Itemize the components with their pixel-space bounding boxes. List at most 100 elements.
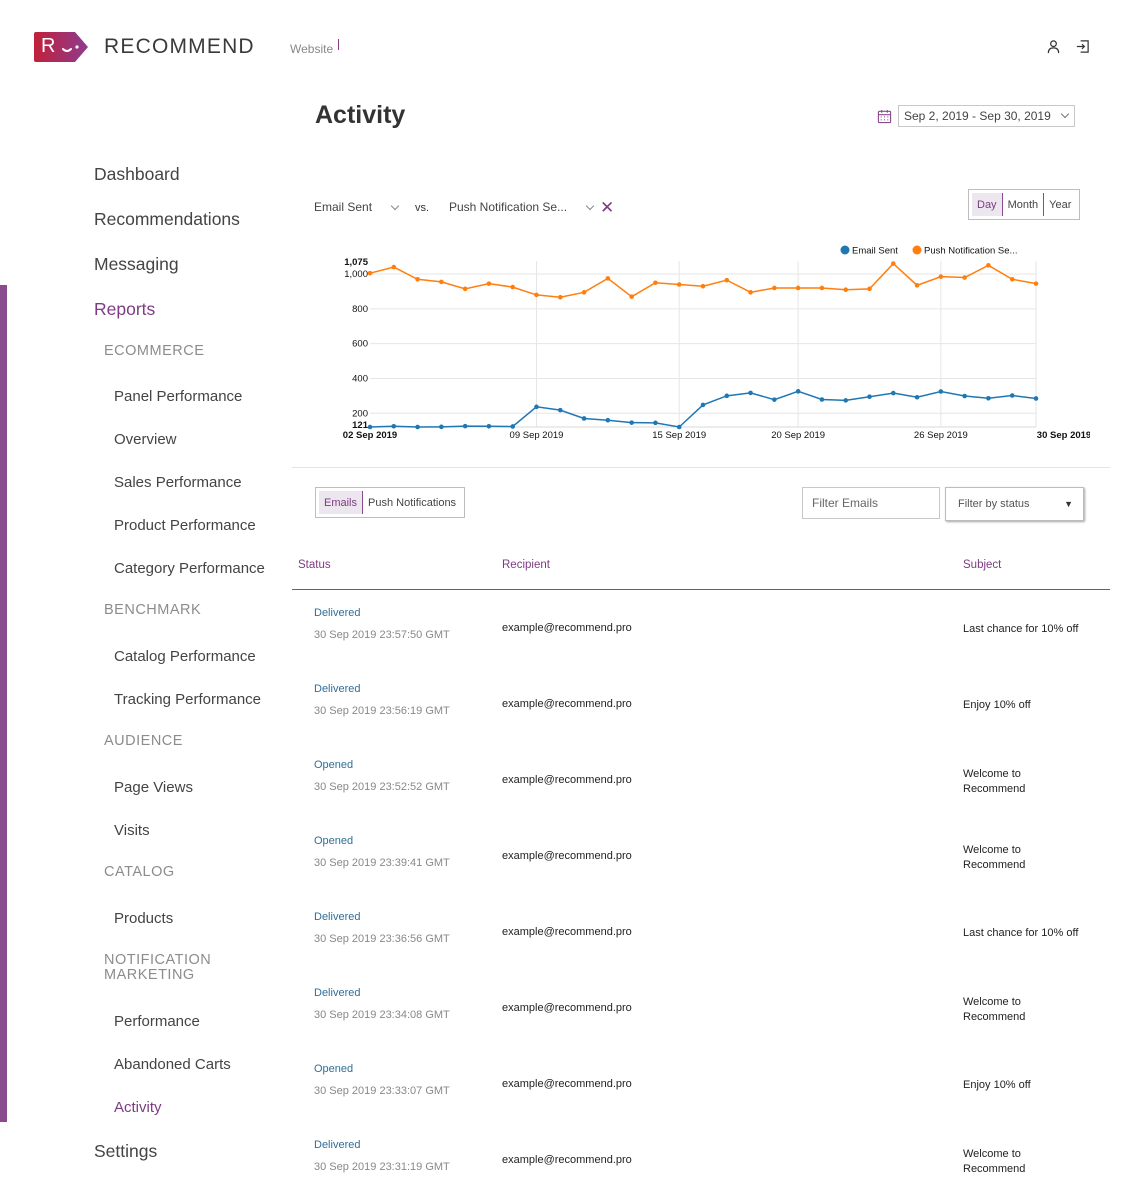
data-point — [486, 281, 492, 286]
table-row[interactable]: Delivered 30 Sep 2019 23:31:19 GMT examp… — [292, 1139, 1110, 1200]
nav-item-page-views[interactable]: Page Views — [114, 779, 193, 796]
row-recipient: example@recommend.pro — [502, 622, 632, 634]
nav-item-category-performance[interactable]: Category Performance — [114, 560, 265, 577]
nav-dashboard[interactable]: Dashboard — [94, 164, 180, 184]
data-point — [938, 389, 944, 394]
data-point — [795, 285, 801, 291]
nav-item-catalog-performance[interactable]: Catalog Performance — [114, 648, 256, 665]
series-line — [369, 390, 1037, 428]
nav-item-performance[interactable]: Performance — [114, 1013, 200, 1030]
nav-reports[interactable]: Reports — [94, 299, 156, 319]
data-point — [1009, 276, 1015, 282]
row-status: Delivered — [314, 911, 361, 923]
table-row[interactable]: Delivered 30 Sep 2019 23:34:08 GMT examp… — [292, 987, 1110, 1063]
row-timestamp: 30 Sep 2019 23:57:50 GMT — [314, 629, 450, 641]
secondary-metric-select[interactable]: Push Notification Se... — [449, 200, 595, 214]
site-caret — [338, 39, 339, 50]
nav-section-benchmark: BENCHMARK — [104, 602, 202, 618]
data-point — [962, 275, 967, 280]
data-point — [676, 424, 682, 430]
status-filter-select[interactable]: Filter by status ▼ — [945, 487, 1084, 521]
data-point — [653, 420, 658, 426]
table-row[interactable]: Delivered 30 Sep 2019 23:36:56 GMT examp… — [292, 911, 1110, 987]
user-icon[interactable] — [1046, 39, 1061, 54]
data-point — [534, 404, 539, 410]
data-point — [486, 424, 492, 429]
tab-emails[interactable]: Emails — [319, 491, 364, 514]
data-point — [962, 393, 967, 399]
data-point — [748, 390, 753, 396]
nav-recommendations[interactable]: Recommendations — [94, 209, 240, 229]
row-timestamp: 30 Sep 2019 23:36:56 GMT — [314, 933, 450, 945]
table-row[interactable]: Delivered 30 Sep 2019 23:57:50 GMT examp… — [292, 607, 1110, 683]
period-year-button[interactable]: Year — [1049, 199, 1072, 211]
site-selector[interactable]: Website — [290, 42, 334, 56]
data-point — [439, 424, 444, 430]
logout-icon[interactable] — [1075, 39, 1090, 54]
nav-settings[interactable]: Settings — [94, 1141, 158, 1161]
column-header-subject[interactable]: Subject — [963, 559, 1002, 571]
table-row[interactable]: Opened 30 Sep 2019 23:33:07 GMT example@… — [292, 1063, 1110, 1139]
data-point — [462, 423, 468, 429]
period-day-button[interactable]: Day — [972, 193, 1003, 216]
nav-item-products[interactable]: Products — [114, 910, 174, 927]
row-recipient: example@recommend.pro — [502, 1078, 632, 1090]
data-point — [581, 416, 587, 421]
filter-emails-input[interactable] — [802, 487, 940, 519]
x-tick-label: 30 Sep 2019 — [1037, 430, 1090, 441]
row-recipient: example@recommend.pro — [502, 1154, 632, 1166]
sidebar-accent-bar — [0, 285, 7, 1122]
data-point — [772, 285, 777, 291]
nav-item-overview[interactable]: Overview — [114, 431, 177, 448]
nav-item-sales-performance[interactable]: Sales Performance — [114, 474, 242, 491]
row-status: Opened — [314, 835, 354, 847]
nav-item-visits[interactable]: Visits — [114, 822, 150, 839]
row-status: Delivered — [314, 1139, 361, 1151]
chevron-down-icon — [585, 201, 595, 210]
legend-swatch — [912, 245, 922, 255]
close-icon[interactable]: ✕ — [600, 198, 615, 217]
nav-item-activity[interactable]: Activity — [114, 1099, 162, 1116]
vs-label: vs. — [415, 202, 430, 214]
calendar-icon[interactable] — [877, 109, 892, 124]
column-header-status[interactable]: Status — [298, 559, 331, 571]
table-row[interactable]: Opened 30 Sep 2019 23:52:52 GMT example@… — [292, 759, 1110, 835]
data-point — [867, 286, 872, 292]
x-tick-label: 15 Sep 2019 — [652, 430, 706, 441]
row-subject: Welcome to Recommend — [963, 844, 1026, 871]
logo-letter: R — [41, 35, 56, 57]
data-point — [676, 282, 682, 287]
data-point — [890, 390, 896, 396]
nav-messaging[interactable]: Messaging — [94, 254, 179, 274]
nav-item-tracking-performance[interactable]: Tracking Performance — [114, 691, 261, 708]
table-header-divider — [292, 589, 1110, 590]
column-header-recipient[interactable]: Recipient — [502, 559, 550, 571]
row-timestamp: 30 Sep 2019 23:39:41 GMT — [314, 857, 450, 869]
data-point — [795, 389, 801, 394]
data-point — [819, 285, 825, 291]
data-point — [724, 393, 730, 399]
table-row[interactable]: Opened 30 Sep 2019 23:39:41 GMT example@… — [292, 835, 1110, 911]
date-range-field[interactable]: Sep 2, 2019 - Sep 30, 2019 — [898, 105, 1075, 127]
row-status: Delivered — [314, 987, 361, 999]
date-range-picker[interactable]: Sep 2, 2019 - Sep 30, 2019 — [877, 105, 1075, 127]
table-row[interactable]: Delivered 30 Sep 2019 23:56:19 GMT examp… — [292, 683, 1110, 759]
tab-push-notifications[interactable]: Push Notifications — [368, 497, 457, 509]
data-point — [700, 402, 706, 408]
primary-metric-select[interactable]: Email Sent — [314, 200, 400, 214]
nav-item-panel-performance[interactable]: Panel Performance — [114, 388, 243, 405]
row-status: Opened — [314, 759, 354, 771]
period-month-button[interactable]: Month — [1003, 193, 1045, 216]
status-filter-value: Filter by status — [958, 498, 1030, 510]
nav-item-abandoned-carts[interactable]: Abandoned Carts — [114, 1056, 231, 1073]
data-point — [367, 424, 373, 430]
x-tick-label: 09 Sep 2019 — [510, 430, 564, 441]
data-point — [772, 397, 777, 402]
data-point — [843, 287, 849, 293]
data-point — [748, 290, 753, 295]
data-point — [510, 424, 516, 429]
y-tick-label: 121 — [352, 420, 369, 431]
data-point — [605, 276, 611, 281]
nav-item-product-performance[interactable]: Product Performance — [114, 517, 256, 534]
brand-logo[interactable]: R RECOMMEND — [33, 31, 255, 63]
